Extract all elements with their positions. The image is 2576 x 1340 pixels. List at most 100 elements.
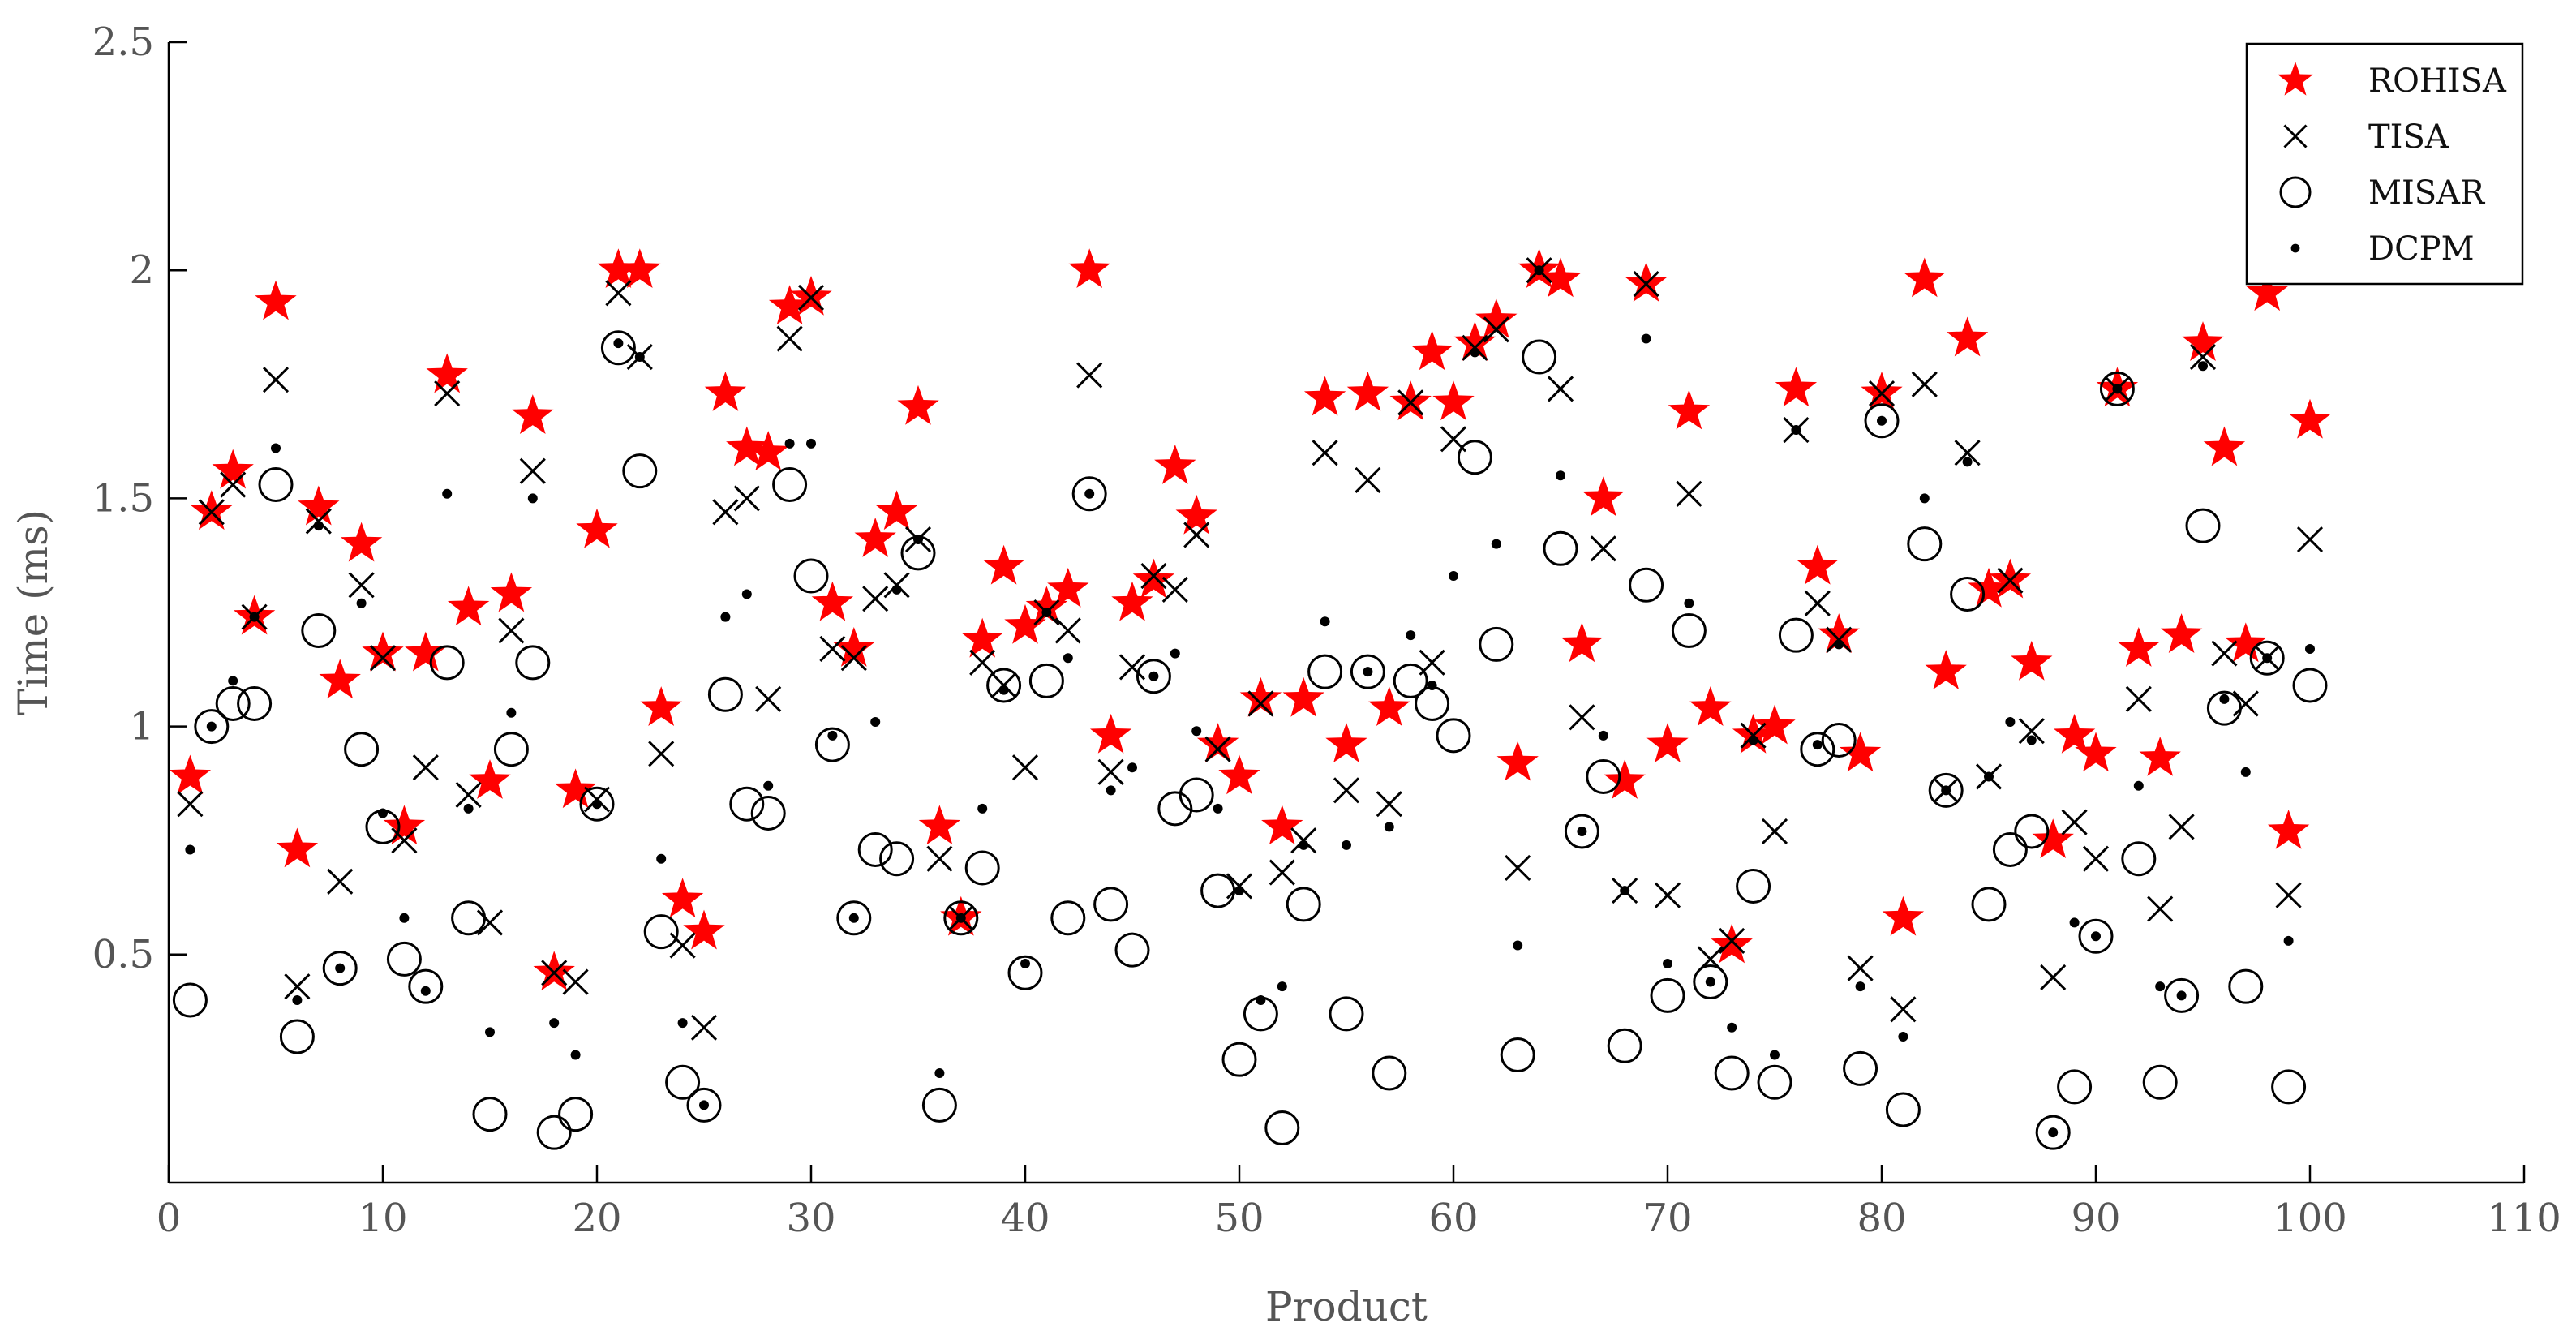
data-point-tisa: [2168, 814, 2195, 840]
data-point-tisa: [2061, 809, 2088, 835]
data-point-dcpm: [2198, 361, 2208, 372]
data-point-misar: [2206, 690, 2242, 726]
x-axis-label: Product: [1265, 1283, 1428, 1330]
data-point-dcpm: [1641, 333, 1651, 344]
data-point-dcpm: [442, 488, 453, 499]
data-point-dcpm: [827, 730, 838, 741]
data-point-misar: [258, 467, 294, 503]
data-point-dcpm: [934, 1068, 945, 1079]
data-point-misar: [515, 645, 551, 681]
data-point-dcpm: [848, 913, 859, 923]
data-point-misar: [451, 900, 487, 936]
data-point-misar: [1564, 814, 1599, 849]
data-point-dcpm: [1620, 886, 1630, 896]
data-point-tisa: [2189, 343, 2217, 371]
data-point-dcpm: [1256, 995, 1266, 1006]
y-tick-label: 1.5: [92, 475, 154, 521]
data-point-dcpm: [1320, 616, 1330, 627]
data-point-rohisa: [1582, 476, 1625, 517]
data-point-dcpm: [1962, 457, 1973, 467]
data-point-rohisa: [811, 581, 854, 621]
data-point-misar: [1329, 996, 1364, 1032]
data-point-tisa: [348, 572, 375, 599]
data-point-tisa: [284, 973, 311, 1000]
data-point-tisa: [2232, 690, 2259, 717]
data-point-rohisa: [2011, 640, 2053, 681]
data-point-rohisa: [1453, 321, 1496, 362]
data-point-dcpm: [271, 443, 281, 453]
data-point-tisa: [198, 499, 225, 526]
series-misar: [172, 330, 2328, 1150]
data-point-tisa: [1654, 882, 1681, 908]
data-point-tisa: [1054, 617, 1081, 644]
data-point-misar: [729, 786, 765, 822]
data-point-dcpm: [998, 685, 1009, 695]
data-point-rohisa: [2160, 613, 2203, 653]
data-point-dcpm: [570, 1050, 581, 1060]
data-point-dcpm: [2069, 917, 2080, 928]
data-point-rohisa: [1475, 298, 1518, 338]
legend-marker-misar: [2279, 176, 2312, 208]
data-point-dcpm: [634, 352, 645, 363]
data-point-misar: [1028, 663, 1064, 698]
data-point-rohisa: [1689, 686, 1732, 726]
data-point-rohisa: [597, 248, 640, 289]
data-point-misar: [1436, 718, 1471, 754]
data-point-tisa: [1011, 754, 1039, 781]
data-point-rohisa: [1711, 923, 1753, 964]
data-point-tisa: [1204, 736, 1231, 762]
data-point-rohisa: [2267, 809, 2310, 849]
data-point-misar: [472, 1097, 508, 1132]
data-point-tisa: [840, 645, 867, 672]
data-point-misar: [793, 558, 829, 594]
data-point-misar: [2078, 918, 2114, 954]
data-point-misar: [2292, 668, 2328, 703]
data-point-misar: [622, 453, 658, 489]
x-tick-label: 40: [1000, 1196, 1050, 1241]
data-point-dcpm: [2112, 384, 2123, 394]
data-point-dcpm: [1984, 771, 1994, 782]
data-point-tisa: [862, 586, 889, 612]
data-point-rohisa: [1068, 248, 1110, 289]
data-point-misar: [558, 1097, 594, 1132]
data-point-tisa: [2147, 895, 2174, 922]
data-point-tisa: [2082, 845, 2110, 872]
data-point-misar: [237, 685, 273, 721]
data-point-rohisa: [1325, 723, 1367, 762]
data-point-dcpm: [1041, 608, 1052, 617]
data-point-tisa: [926, 845, 953, 872]
data-point-dcpm: [1770, 1050, 1780, 1060]
x-tick-label: 60: [1428, 1196, 1478, 1241]
data-point-dcpm: [1855, 981, 1865, 992]
data-point-misar: [322, 951, 358, 986]
data-point-dcpm: [2155, 981, 2166, 992]
data-point-misar: [172, 982, 208, 1018]
data-point-misar: [301, 612, 337, 648]
data-point-dcpm: [1748, 735, 1758, 745]
data-point-rohisa: [833, 626, 875, 667]
data-point-dcpm: [1470, 347, 1480, 358]
data-point-rohisa: [383, 805, 426, 845]
data-point-rohisa: [2075, 732, 2117, 772]
data-point-rohisa: [1346, 372, 1389, 411]
data-point-misar: [1457, 440, 1492, 475]
data-point-dcpm: [1556, 470, 1565, 481]
data-point-rohisa: [1904, 257, 1946, 298]
x-tick-label: 30: [786, 1196, 835, 1241]
data-point-tisa: [519, 457, 546, 484]
data-point-tisa: [177, 791, 204, 818]
data-point-dcpm: [784, 438, 795, 449]
data-point-tisa: [1890, 996, 1917, 1023]
data-point-dcpm: [1663, 959, 1672, 969]
series-dcpm: [185, 265, 2315, 1138]
data-point-rohisa: [1775, 367, 1818, 407]
data-point-rohisa: [469, 759, 511, 799]
data-point-tisa: [755, 685, 782, 712]
series-rohisa: [169, 248, 2331, 991]
data-point-misar: [1928, 772, 1964, 808]
data-point-misar: [879, 841, 915, 877]
data-point-tisa: [1868, 380, 1896, 407]
data-point-misar: [1114, 932, 1150, 968]
data-point-misar: [2014, 814, 2050, 849]
data-point-misar: [1157, 791, 1193, 827]
